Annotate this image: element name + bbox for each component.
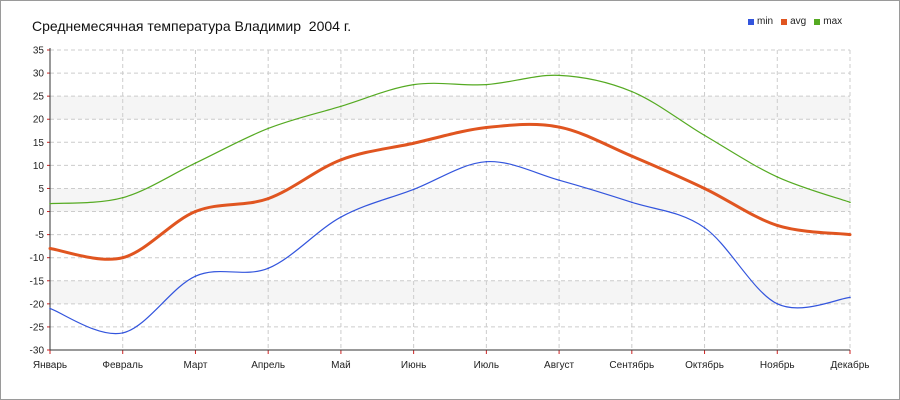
x-tick-label: Апрель — [251, 360, 285, 371]
y-tick-label: 20 — [33, 115, 45, 126]
series-line-avg — [49, 122, 851, 261]
y-tick-label: 5 — [38, 184, 44, 195]
legend-swatch-avg — [781, 18, 788, 25]
x-tick-label: Август — [544, 360, 575, 371]
y-tick-label: -30 — [30, 346, 45, 357]
data-point-avg — [703, 186, 707, 190]
series-line-min — [49, 161, 851, 335]
data-point-max — [703, 134, 706, 137]
x-tick-label: Ноябрь — [760, 359, 795, 371]
x-tick-label: Февраль — [102, 360, 143, 371]
y-tick-label: -5 — [35, 230, 44, 241]
data-point-avg — [848, 233, 852, 237]
data-point-max — [849, 201, 851, 204]
legend-item-avg: avg — [781, 16, 806, 27]
x-tick-label: Январь — [33, 360, 67, 371]
data-point-avg — [412, 141, 416, 145]
data-point-min — [121, 332, 124, 334]
data-point-min — [194, 275, 197, 277]
legend-label-min: min — [757, 16, 774, 27]
data-point-max — [121, 196, 124, 199]
data-point-max — [631, 90, 633, 93]
y-tick-label: 30 — [33, 69, 45, 80]
data-point-max — [485, 83, 488, 86]
legend-item-max: max — [814, 16, 842, 27]
y-tick-label: 0 — [38, 207, 44, 218]
data-point-avg — [121, 256, 125, 260]
data-point-avg — [193, 210, 197, 214]
y-tick-label: -15 — [30, 276, 45, 287]
data-point-min — [558, 179, 560, 181]
data-point-max — [340, 105, 342, 108]
data-point-min — [776, 303, 779, 305]
legend-item-min: min — [748, 16, 773, 27]
data-point-max — [267, 127, 269, 130]
y-tick-label: 15 — [33, 138, 45, 149]
data-point-avg — [266, 197, 270, 201]
x-tick-label: Июнь — [401, 360, 426, 371]
data-point-max — [194, 162, 197, 164]
data-point-max — [558, 74, 560, 77]
x-tick-label: Май — [331, 360, 351, 371]
x-tick-label: Октябрь — [685, 359, 724, 371]
data-point-min — [412, 188, 415, 191]
data-point-max — [776, 176, 779, 178]
y-tick-label: -10 — [30, 253, 45, 264]
chart-legend: min avg max — [748, 16, 842, 27]
grid-band — [50, 96, 850, 120]
data-point-avg — [484, 126, 488, 130]
data-point-max — [412, 83, 415, 86]
y-tick-label: -25 — [30, 322, 45, 333]
chart-title: Среднемесячная температура Владимир 2004… — [32, 18, 352, 34]
data-point-min — [49, 307, 51, 310]
x-tick-label: Июль — [474, 360, 500, 371]
y-tick-label: -20 — [30, 299, 45, 310]
x-tick-label: Декабрь — [831, 359, 870, 371]
legend-label-max: max — [823, 16, 843, 27]
data-point-avg — [775, 223, 779, 227]
y-tick-label: 25 — [33, 92, 45, 103]
data-point-avg — [339, 158, 343, 162]
data-point-min — [340, 216, 342, 218]
data-point-min — [631, 201, 633, 204]
data-point-avg — [48, 246, 52, 250]
data-point-avg — [557, 125, 561, 129]
legend-label-avg: avg — [790, 16, 807, 27]
legend-swatch-min — [748, 18, 754, 25]
legend-swatch-max — [814, 18, 821, 25]
y-tick-label: 35 — [33, 46, 45, 57]
data-point-max — [49, 202, 51, 205]
data-point-min — [267, 267, 269, 270]
data-point-avg — [630, 154, 634, 158]
data-point-min — [703, 226, 706, 229]
data-point-min — [849, 296, 851, 299]
grid-band — [50, 188, 850, 212]
grid-band — [50, 280, 850, 304]
data-point-min — [485, 160, 488, 163]
x-tick-label: Март — [183, 360, 207, 371]
series-line-max — [49, 74, 851, 205]
y-tick-label: 10 — [33, 161, 45, 172]
x-tick-label: Сентябрь — [609, 359, 654, 371]
